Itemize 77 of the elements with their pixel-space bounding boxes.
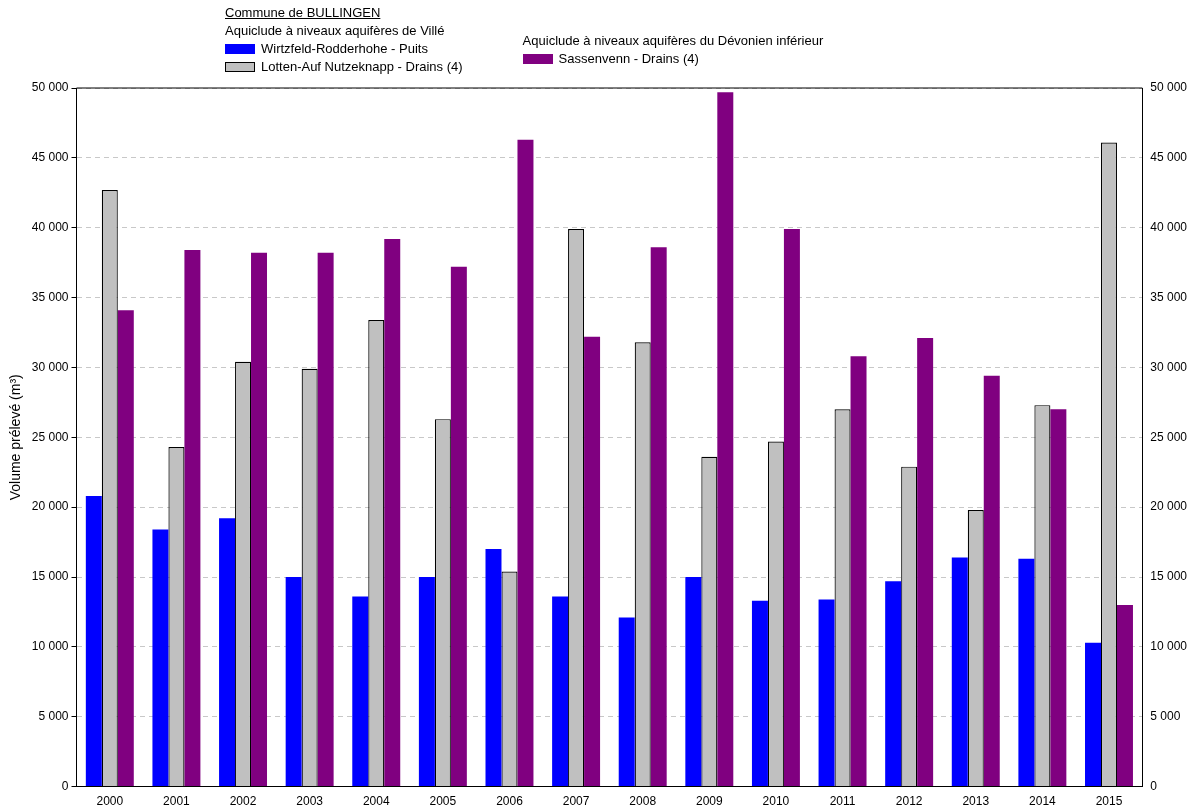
y-axis-title: Volume prélevé (m³) [7,374,24,501]
y-tick-label: 35 000 [31,289,69,304]
bar [584,336,601,787]
legend-label: Sassenvenn - Drains (4) [558,50,699,68]
y2-tick-label: 50 000 [1150,80,1188,95]
y-tick-label: 20 000 [31,499,69,514]
x-tick-label: 2006 [496,794,524,809]
y2-tick-label: 5 000 [1150,709,1181,724]
bar [418,577,435,787]
y-tick-label: 0 [61,778,69,793]
y-tick-label: 5 000 [38,709,69,724]
bar [783,229,800,787]
bar [751,600,768,787]
x-tick-label: 2009 [695,794,723,809]
x-tick-label: 2000 [96,794,124,809]
bar [818,599,835,787]
bar [685,577,702,787]
bar [951,557,968,787]
x-tick-label: 2005 [429,794,457,809]
x-tick-label: 2001 [163,794,191,809]
y2-tick-label: 35 000 [1150,289,1188,304]
bar [1085,642,1101,787]
bar [552,596,569,787]
bar [850,356,867,787]
x-tick-label: 2014 [1029,794,1057,809]
bar [517,139,534,787]
x-tick-label: 2008 [629,794,657,809]
y2-tick-label: 25 000 [1150,429,1188,444]
y2-tick-label: 20 000 [1150,499,1188,514]
x-tick-label: 2007 [562,794,590,809]
text: Aquiclude à niveaux aquifères du Dévonien inférieur [522,32,824,50]
y-tick-label: 50 000 [31,80,69,95]
text: Aquiclude à niveaux aquifères de Villé [225,22,446,40]
bar [983,375,1000,787]
bar [450,266,467,787]
y-tick-label: 30 000 [31,359,69,374]
bar [717,92,734,787]
y-tick-label: 10 000 [31,639,69,654]
y-tick-label: 25 000 [31,429,69,444]
x-tick-label: 2012 [895,794,923,809]
x-tick-label: 2004 [362,794,390,809]
bar [384,238,401,787]
bar [650,247,667,787]
y2-tick-label: 45 000 [1150,150,1188,165]
y2-tick-label: 30 000 [1150,359,1188,374]
bar [885,581,902,787]
bar [152,529,169,787]
bar [917,338,934,787]
bar [1018,558,1035,787]
bar [219,518,236,787]
y2-tick-label: 0 [1150,778,1158,793]
y2-tick-label: 10 000 [1150,639,1188,654]
y2-tick-label: 40 000 [1150,220,1188,235]
bar [184,250,201,787]
bar [618,617,635,787]
bar [317,252,334,787]
bar [285,577,302,787]
x-tick-label: 2002 [229,794,257,809]
legend-title: Commune de BULLINGEN [225,4,382,22]
bar [352,596,369,787]
y-tick-label: 40 000 [31,220,69,235]
y-tick-label: 15 000 [31,569,69,584]
bar [1116,604,1133,787]
bar [251,252,268,787]
x-tick-label: 2011 [829,794,856,809]
x-tick-label: 2003 [296,794,324,809]
bar [485,549,502,787]
legend-label: Lotten-Auf Nutzeknapp - Drains (4) [261,58,463,76]
x-tick-label: 2013 [962,794,990,809]
y2-tick-label: 15 000 [1150,569,1188,584]
bar [1050,409,1067,787]
x-tick-label: 2015 [1095,794,1123,809]
bar [85,495,102,787]
legend-label: Wirtzfeld-Rodderhohe - Puits [261,40,428,58]
y-tick-label: 45 000 [31,150,69,165]
bar [117,310,134,787]
x-tick-label: 2010 [762,794,790,809]
